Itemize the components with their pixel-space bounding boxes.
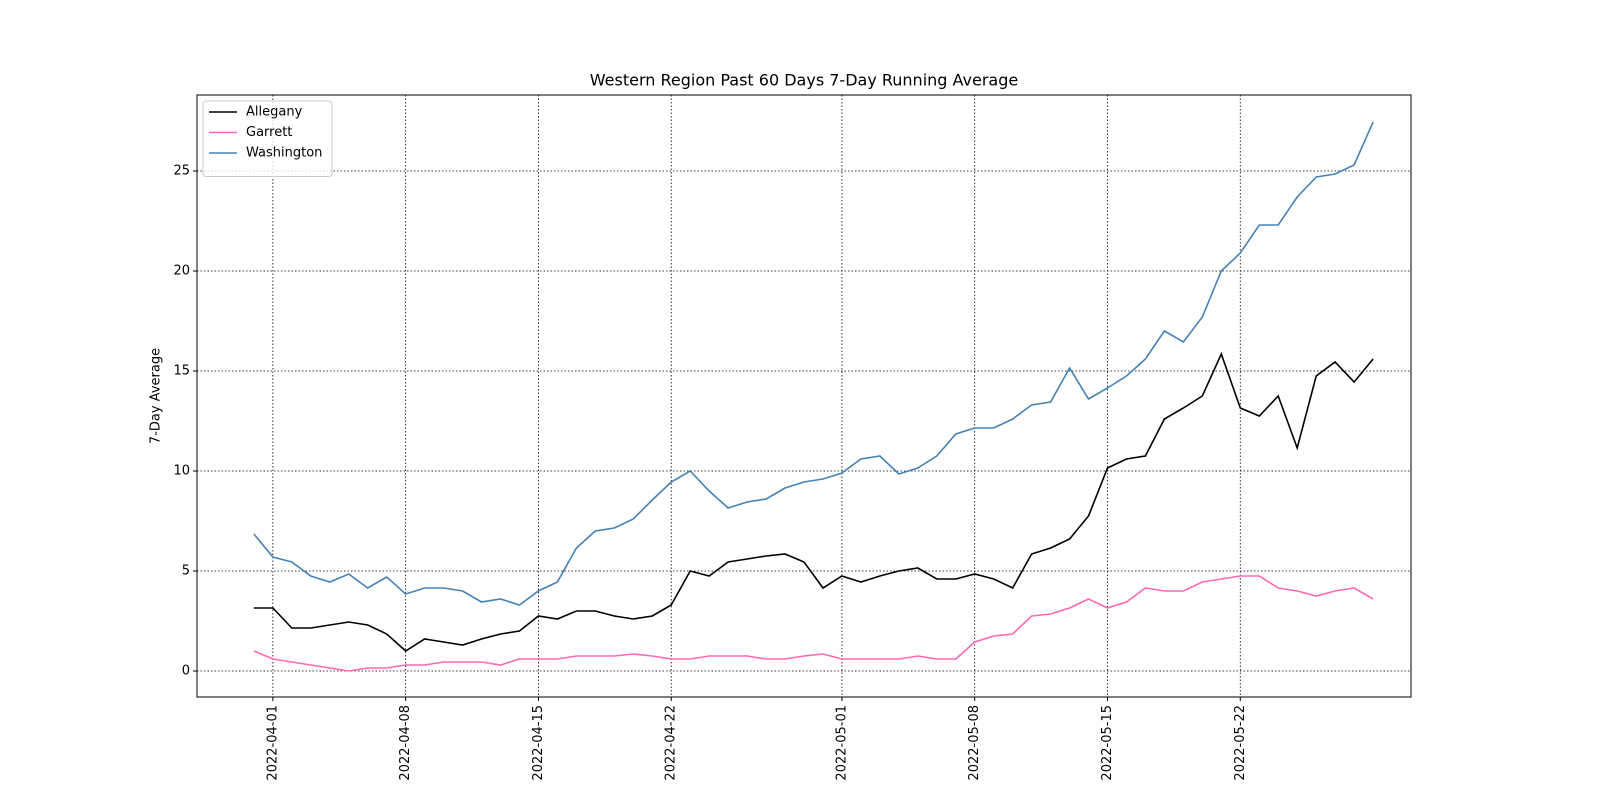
- y-tick-label: 25: [173, 164, 190, 179]
- legend-label: Allegany: [246, 105, 303, 120]
- plot-frame: [196, 94, 1412, 698]
- x-tick-label: 2022-05-08: [967, 705, 982, 781]
- x-tick-label: 2022-04-15: [531, 705, 546, 781]
- x-tick-label: 2022-04-22: [664, 705, 679, 781]
- line: [253, 575, 1374, 672]
- chart-title: Western Region Past 60 Days 7-Day Runnin…: [590, 71, 1018, 90]
- y-tick-label: 0: [182, 664, 190, 679]
- y-tick-label: 10: [173, 464, 190, 479]
- line: [253, 121, 1374, 606]
- y-tick-label: 15: [173, 364, 190, 379]
- x-tick-label: 2022-04-08: [398, 705, 413, 781]
- y-tick-label: 5: [182, 564, 190, 579]
- line: [253, 351, 1374, 652]
- x-tick-label: 2022-05-22: [1233, 705, 1248, 781]
- x-tick-label: 2022-04-01: [265, 705, 280, 781]
- legend-label: Washington: [246, 146, 322, 161]
- legend-box: [202, 100, 333, 177]
- x-tick-label: 2022-05-01: [834, 705, 849, 781]
- y-tick-label: 20: [173, 264, 190, 279]
- x-tick-label: 2022-05-15: [1100, 705, 1115, 781]
- y-axis-label: 7-Day Average: [149, 348, 164, 444]
- legend-label: Garrett: [246, 125, 292, 140]
